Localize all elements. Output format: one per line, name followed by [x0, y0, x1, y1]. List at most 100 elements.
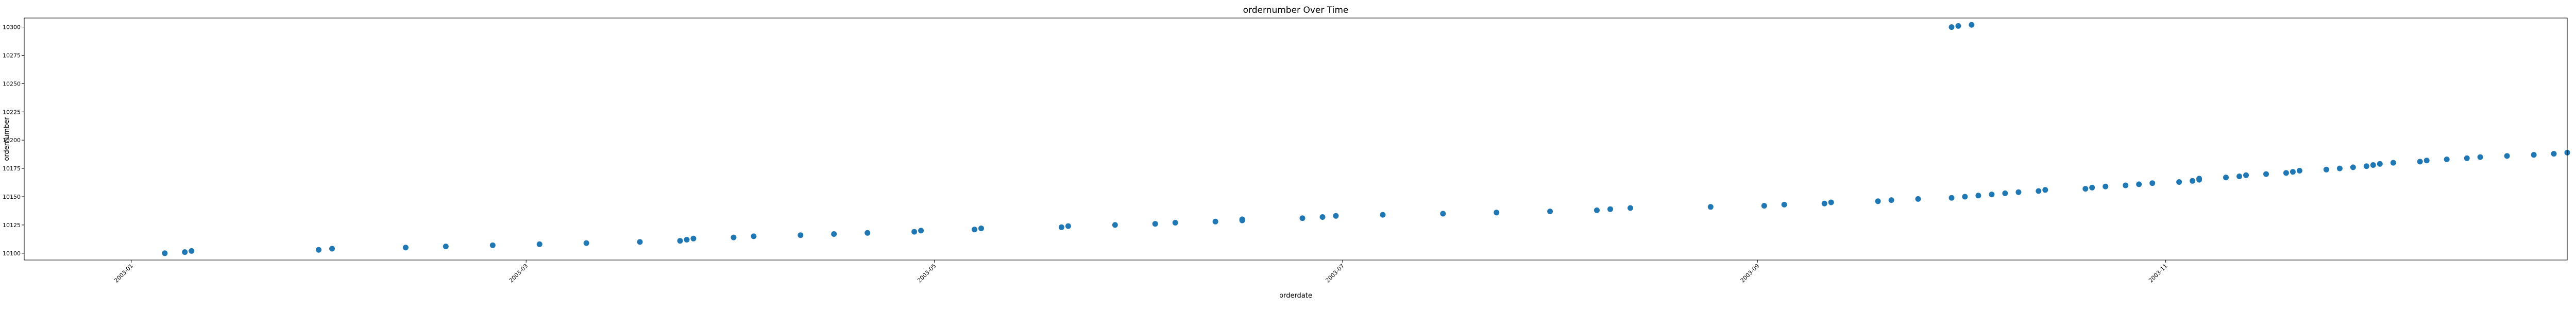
data-point — [2531, 152, 2537, 158]
data-point — [2243, 172, 2249, 178]
data-point — [2323, 166, 2329, 172]
data-point — [798, 232, 804, 238]
data-point — [402, 245, 409, 251]
data-point — [1058, 224, 1064, 230]
data-point — [1948, 24, 1955, 30]
data-point — [1628, 205, 1633, 211]
data-point — [2223, 175, 2229, 181]
data-point — [2477, 154, 2483, 160]
data-point — [731, 234, 737, 240]
data-point — [751, 233, 757, 239]
scatter-points — [162, 22, 2570, 256]
data-point — [1065, 223, 1071, 229]
data-point — [583, 240, 589, 246]
data-point — [1299, 215, 1306, 221]
y-tick-label: 10225 — [3, 109, 21, 115]
data-point — [1152, 221, 1158, 227]
data-point — [1781, 201, 1787, 208]
data-point — [2042, 187, 2048, 193]
y-tick-label: 10100 — [3, 250, 21, 257]
data-point — [443, 244, 449, 250]
data-point — [189, 248, 195, 254]
data-point — [2196, 176, 2202, 182]
data-point — [2551, 151, 2557, 157]
data-point — [2464, 155, 2470, 161]
data-point — [2236, 174, 2242, 179]
data-point — [911, 229, 918, 235]
data-point — [865, 230, 871, 236]
data-point — [2103, 183, 2109, 189]
data-point — [1821, 200, 1827, 206]
chart-title: ordernumber Over Time — [1243, 5, 1349, 15]
data-point — [978, 226, 984, 231]
y-tick-label: 10125 — [3, 222, 21, 229]
data-point — [1915, 196, 1921, 202]
y-tick-label: 10250 — [3, 80, 21, 87]
data-point — [690, 235, 697, 241]
y-tick-label: 10275 — [3, 52, 21, 59]
data-point — [1607, 206, 1613, 212]
data-point — [2350, 164, 2356, 170]
data-point — [2390, 160, 2396, 166]
data-point — [1440, 211, 1446, 217]
data-point — [1547, 209, 1553, 215]
data-point — [677, 238, 683, 244]
data-point — [1761, 203, 1767, 209]
y-tick-label: 10175 — [3, 165, 21, 172]
data-point — [1975, 193, 1981, 199]
data-point — [1319, 214, 1326, 220]
y-tick-label: 10200 — [3, 137, 21, 144]
data-point — [1494, 210, 1500, 216]
data-point — [918, 228, 924, 234]
data-point — [1239, 216, 1245, 222]
data-point — [2417, 159, 2423, 165]
data-point — [2263, 171, 2269, 177]
data-point — [2015, 189, 2022, 195]
data-point — [2176, 179, 2182, 185]
data-point — [2336, 165, 2343, 171]
data-point — [1333, 213, 1339, 219]
data-point — [2283, 170, 2289, 176]
data-point — [684, 237, 690, 243]
data-point — [2036, 188, 2042, 194]
data-point — [2424, 158, 2430, 164]
data-point — [2504, 153, 2510, 159]
data-point — [1828, 199, 1834, 205]
data-point — [1948, 195, 1955, 201]
data-point — [489, 242, 496, 248]
data-point — [2296, 168, 2302, 174]
y-axis-label: ordernumber — [3, 117, 11, 161]
data-point — [972, 227, 977, 233]
data-point — [2149, 180, 2156, 186]
data-point — [2089, 184, 2095, 191]
x-axis-label: orderdate — [1279, 292, 1312, 300]
data-point — [2363, 163, 2369, 169]
y-tick-label: 10300 — [3, 24, 21, 31]
data-point — [1888, 197, 1894, 203]
data-point — [1955, 23, 1961, 29]
data-point — [329, 246, 335, 252]
axes-frame — [24, 18, 2568, 261]
data-point — [1962, 194, 1968, 200]
data-point — [2377, 161, 2383, 167]
data-point — [162, 250, 168, 256]
data-point — [536, 241, 543, 247]
data-point — [2444, 157, 2450, 162]
data-point — [1594, 207, 1600, 213]
data-point — [637, 239, 643, 245]
data-point — [1212, 218, 1218, 224]
data-point — [2290, 169, 2296, 175]
data-point — [1875, 198, 1881, 204]
data-point — [316, 247, 321, 253]
data-point — [2002, 190, 2008, 196]
data-point — [2190, 178, 2196, 184]
data-point — [2370, 162, 2376, 168]
data-point — [2123, 182, 2129, 188]
data-point — [2136, 181, 2142, 187]
data-point — [1380, 212, 1386, 218]
data-point — [182, 249, 188, 255]
y-axis-ticks: 10100 10125 10150 10175 10200 10225 10250 10275… — [3, 24, 24, 257]
